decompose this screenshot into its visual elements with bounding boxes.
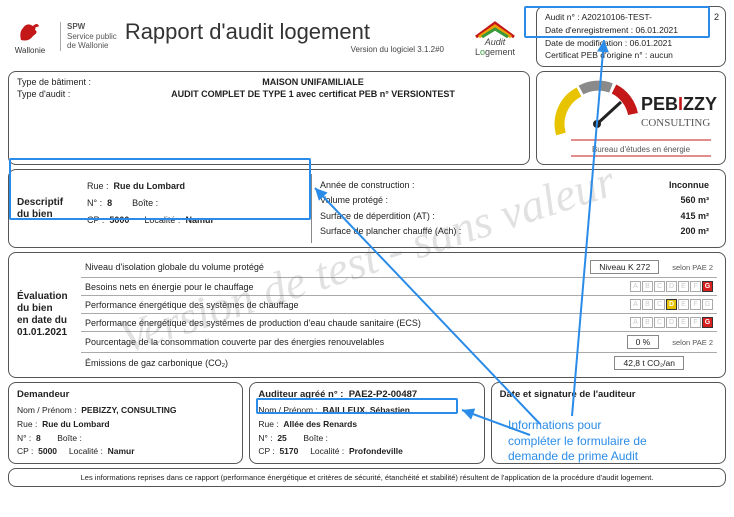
- wallonie-text: Wallonie: [8, 46, 52, 55]
- report-title: Rapport d'audit logement: [125, 19, 452, 45]
- audit-logement-logo: Audit Logement: [460, 17, 530, 57]
- descriptif-label: Descriptif du bien: [17, 174, 81, 243]
- svg-text:Audit: Audit: [484, 37, 506, 47]
- eval-row-isolation: Niveau d'isolation globale du volume pro…: [81, 257, 717, 277]
- eval-row-ecs: Performance énergétique des systèmes de …: [81, 313, 717, 331]
- address-block: Rue : Rue du Lombard N° : 8 Boîte : CP :…: [81, 174, 311, 243]
- evaluation-label: Évaluationdu bienen date du01.01.2021: [17, 257, 81, 373]
- descriptif-box: Descriptif du bien Rue : Rue du Lombard …: [8, 169, 726, 248]
- software-version: Version du logiciel 3.1.2#0: [125, 45, 452, 54]
- demandeur-box: Demandeur Nom / Prénom : PEBIZZY, CONSUL…: [8, 382, 243, 464]
- building-type: MAISON UNIFAMILIALE: [105, 77, 521, 87]
- type-box: Type de bâtiment :MAISON UNIFAMILIALE Ty…: [8, 71, 530, 165]
- svg-text:Bureau d'études en énergie: Bureau d'études en énergie: [592, 145, 691, 154]
- wallonie-logo: Wallonie: [8, 18, 52, 55]
- eval-row-renewable: Pourcentage de la consommation couverte …: [81, 331, 717, 352]
- auditeur-number: PAE2-P2-00487: [349, 389, 417, 400]
- header-left: Wallonie SPW Service public de Wallonie …: [8, 6, 530, 67]
- meta-box: 2 Audit n° : A20210106-TEST- Date d'enre…: [536, 6, 726, 67]
- pebizzy-logo: PEBIZZY CONSULTING Bureau d'études en én…: [536, 71, 726, 165]
- auditeur-box: Auditeur agréé n° : PAE2-P2-00487 Nom / …: [249, 382, 484, 464]
- metrics-block: Année de construction :Inconnue Volume p…: [311, 174, 717, 243]
- svg-text:PEBIZZY: PEBIZZY: [641, 94, 717, 114]
- annotation-text: Informations pour compléter le formulair…: [508, 418, 708, 465]
- title-block: Rapport d'audit logement Version du logi…: [125, 19, 452, 54]
- eval-row-heating-needs: Besoins nets en énergie pour le chauffag…: [81, 277, 717, 295]
- svg-text:Logement: Logement: [475, 47, 516, 57]
- eval-row-heating-perf: Performance énergétique des systèmes de …: [81, 295, 717, 313]
- spw-block: SPW Service public de Wallonie: [60, 22, 117, 51]
- audit-type: AUDIT COMPLET DE TYPE 1 avec certificat …: [105, 89, 521, 99]
- eval-row-co2: Émissions de gaz carbonique (CO₂) 42,8 t…: [81, 352, 717, 373]
- page-number: 2: [714, 11, 719, 25]
- evaluation-box: Évaluationdu bienen date du01.01.2021 Ni…: [8, 252, 726, 378]
- footer-note: Les informations reprises dans ce rappor…: [8, 468, 726, 487]
- svg-text:CONSULTING: CONSULTING: [641, 117, 710, 129]
